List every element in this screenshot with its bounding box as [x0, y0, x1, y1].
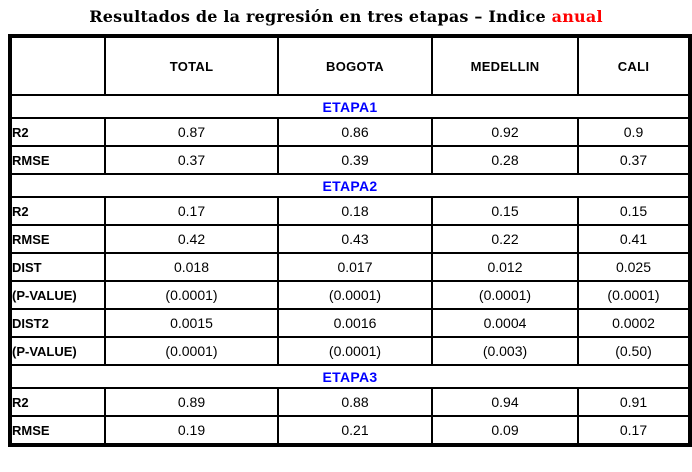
value-cell: 0.09: [431, 415, 579, 446]
table-row: RMSE 0.37 0.39 0.28 0.37: [9, 145, 691, 175]
value-cell: (0.0001): [277, 280, 433, 310]
value-cell: 0.018: [104, 252, 279, 282]
value-cell: (0.50): [577, 336, 691, 366]
value-cell: 0.28: [431, 145, 579, 175]
value-cell: (0.0001): [104, 336, 279, 366]
value-cell: 0.15: [577, 196, 691, 226]
table-row: R2 0.17 0.18 0.15 0.15: [9, 196, 691, 226]
section-label-etapa1: ETAPA1: [9, 94, 691, 119]
row-label: DIST: [9, 252, 106, 282]
regression-results-table: TOTAL BOGOTA MEDELLIN CALI ETAPA1 R2 0.87 0.86 0…: [8, 34, 692, 447]
value-cell: 0.42: [104, 224, 279, 254]
title-text: Resultados de la regresión en tres etapa…: [89, 7, 552, 26]
value-cell: 0.37: [577, 145, 691, 175]
value-cell: 0.18: [277, 196, 433, 226]
value-cell: 0.0016: [277, 308, 433, 338]
value-cell: (0.0001): [431, 280, 579, 310]
value-cell: (0.0001): [277, 336, 433, 366]
value-cell: 0.87: [104, 117, 279, 147]
row-label: R2: [9, 387, 106, 417]
value-cell: 0.025: [577, 252, 691, 282]
section-row: ETAPA1: [9, 94, 691, 119]
value-cell: 0.39: [277, 145, 433, 175]
row-label: R2: [9, 196, 106, 226]
title-highlight: anual: [551, 7, 603, 26]
value-cell: 0.19: [104, 415, 279, 446]
value-cell: 0.15: [431, 196, 579, 226]
value-cell: 0.21: [277, 415, 433, 446]
value-cell: 0.88: [277, 387, 433, 417]
value-cell: 0.0002: [577, 308, 691, 338]
value-cell: 0.91: [577, 387, 691, 417]
value-cell: 0.37: [104, 145, 279, 175]
value-cell: 0.41: [577, 224, 691, 254]
table-row: R2 0.87 0.86 0.92 0.9: [9, 117, 691, 147]
value-cell: 0.94: [431, 387, 579, 417]
value-cell: 0.017: [277, 252, 433, 282]
value-cell: 0.0004: [431, 308, 579, 338]
corner-cell: [9, 35, 106, 96]
value-cell: 0.9: [577, 117, 691, 147]
table-row: RMSE 0.42 0.43 0.22 0.41: [9, 224, 691, 254]
value-cell: (0.0001): [577, 280, 691, 310]
value-cell: 0.0015: [104, 308, 279, 338]
row-label: R2: [9, 117, 106, 147]
value-cell: 0.89: [104, 387, 279, 417]
value-cell: (0.0001): [104, 280, 279, 310]
row-label: (P-VALUE): [9, 336, 106, 366]
section-label-etapa2: ETAPA2: [9, 173, 691, 198]
row-label: RMSE: [9, 224, 106, 254]
table-row: (P-VALUE) (0.0001) (0.0001) (0.003) (0.50): [9, 336, 691, 366]
table-row: DIST 0.018 0.017 0.012 0.025: [9, 252, 691, 282]
header-row: TOTAL BOGOTA MEDELLIN CALI: [9, 35, 691, 96]
table-row: R2 0.89 0.88 0.94 0.91: [9, 387, 691, 417]
value-cell: 0.012: [431, 252, 579, 282]
value-cell: 0.22: [431, 224, 579, 254]
row-label: (P-VALUE): [9, 280, 106, 310]
value-cell: (0.003): [431, 336, 579, 366]
section-row: ETAPA2: [9, 173, 691, 198]
column-header-total: TOTAL: [104, 35, 279, 96]
value-cell: 0.17: [104, 196, 279, 226]
column-header-bogota: BOGOTA: [277, 35, 433, 96]
row-label: RMSE: [9, 145, 106, 175]
page-title: Resultados de la regresión en tres etapa…: [0, 7, 692, 26]
section-row: ETAPA3: [9, 364, 691, 389]
value-cell: 0.92: [431, 117, 579, 147]
row-label: RMSE: [9, 415, 106, 446]
value-cell: 0.43: [277, 224, 433, 254]
column-header-medellin: MEDELLIN: [431, 35, 579, 96]
section-label-etapa3: ETAPA3: [9, 364, 691, 389]
value-cell: 0.17: [577, 415, 691, 446]
value-cell: 0.86: [277, 117, 433, 147]
table-row: (P-VALUE) (0.0001) (0.0001) (0.0001) (0.0001…: [9, 280, 691, 310]
row-label: DIST2: [9, 308, 106, 338]
column-header-cali: CALI: [577, 35, 691, 96]
table-row: RMSE 0.19 0.21 0.09 0.17: [9, 415, 691, 446]
table-row: DIST2 0.0015 0.0016 0.0004 0.0002: [9, 308, 691, 338]
